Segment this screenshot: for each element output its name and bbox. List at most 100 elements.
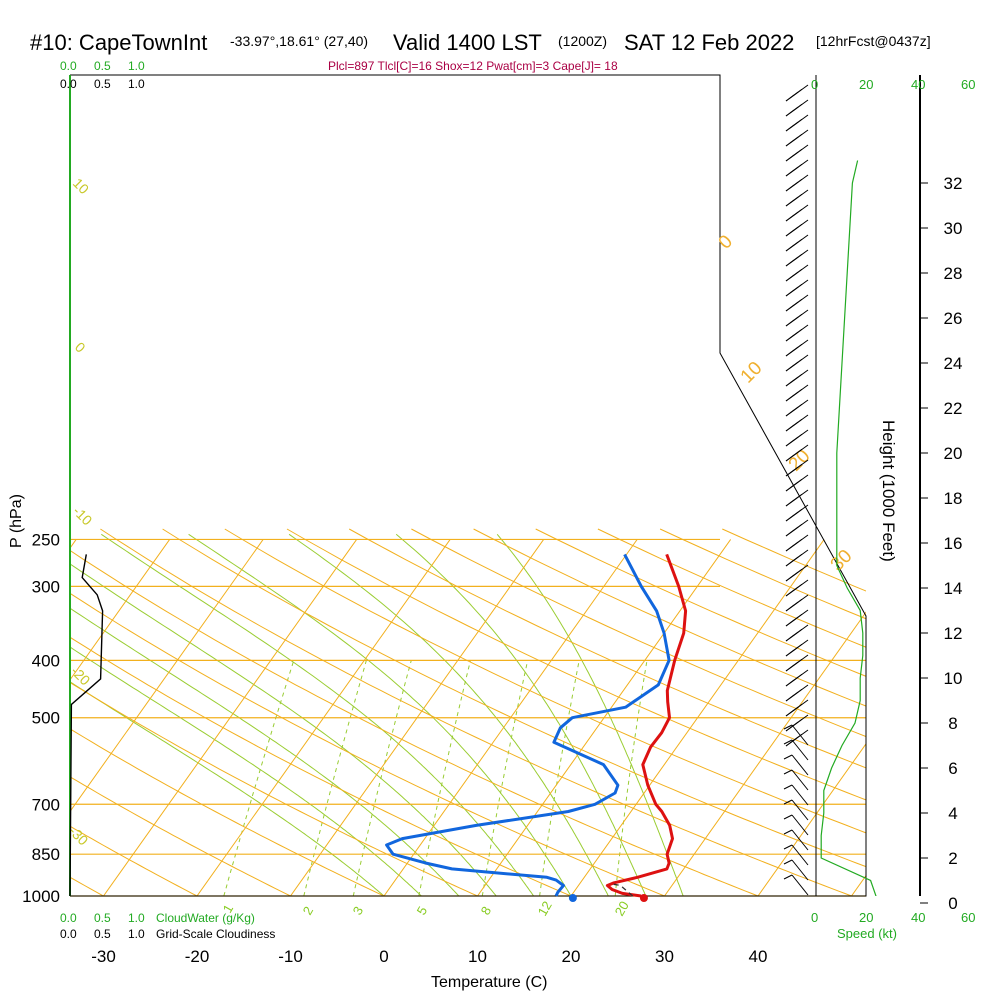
wind-barb-flag (793, 358, 803, 366)
dry-adiabat-line (411, 528, 866, 738)
pressure-tick-label: 500 (32, 709, 60, 728)
wind-barb-flag (793, 133, 803, 141)
wind-barb-flag (783, 844, 793, 850)
wind-barb-staff (791, 829, 809, 851)
height-tick-label: 2 (948, 849, 957, 868)
wind-barb-flag (793, 598, 803, 606)
utc-time: (1200Z) (558, 33, 607, 49)
moist-adiabat-line (101, 533, 535, 896)
isobar-lines (70, 538, 866, 897)
height-tick-label: 24 (944, 354, 963, 373)
temperature-tick-label: 0 (379, 947, 388, 966)
dry-adiabat-label: -10 (70, 503, 96, 529)
surface-temperature-dot (639, 894, 648, 902)
speed-bottom-60: 60 (961, 910, 975, 925)
dry-adiabat-line (70, 776, 292, 896)
dry-adiabat-line (597, 528, 866, 648)
isotherm-label: 20 (785, 446, 815, 476)
temperature-tick-label: -10 (278, 947, 303, 966)
isotherm-line (757, 743, 866, 896)
height-tick-label: 18 (944, 489, 963, 508)
height-tick-label: 22 (944, 399, 963, 418)
mixing-ratio-line (418, 660, 471, 896)
cloud-scale-bottom: 0.0 0.5 1.0 CloudWater (g/Kg) 0.0 0.5 1.… (60, 911, 275, 941)
dry-adiabat-lines (0, 528, 866, 909)
height-tick-label: 10 (944, 669, 963, 688)
wind-barb-staff (791, 784, 809, 806)
height-tick-label: 4 (948, 804, 957, 823)
wind-barb-flag (793, 688, 803, 696)
station-coords: -33.97°,18.61° (27,40) (230, 33, 368, 49)
dry-adiabat-line (286, 528, 866, 801)
speed-bottom-40: 40 (911, 910, 925, 925)
moist-adiabat-line (70, 646, 422, 896)
temperature-tick-label: 10 (468, 947, 487, 966)
wind-barb-staff (791, 844, 809, 866)
height-tick-label: 16 (944, 534, 963, 553)
height-tick-label: 12 (944, 624, 963, 643)
wind-barb-flag (793, 463, 803, 471)
pressure-tick-label: 1000 (22, 887, 60, 906)
wind-barb-flag (793, 493, 803, 501)
pressure-tick-label: 300 (32, 577, 60, 596)
wind-barb-flag (793, 613, 803, 621)
cloudwater-label: CloudWater (g/Kg) (156, 911, 255, 925)
height-tick-label: 26 (944, 309, 963, 328)
wind-barb-flag (783, 799, 793, 805)
temperature-tick-label: -20 (185, 947, 210, 966)
temperature-axis: -30 -20 -10 0 10 20 30 40 (91, 947, 767, 966)
wind-barb-flag (793, 283, 803, 291)
cloud-scale-bottom-green-1: 0.5 (94, 911, 111, 925)
cloud-scale-bottom-black-2: 1.0 (128, 927, 145, 941)
mixing-ratio-line (303, 660, 367, 896)
wind-barb-flag (793, 658, 803, 666)
isotherm-line (851, 874, 866, 896)
dry-adiabat-line (0, 529, 32, 909)
pressure-tick-label: 250 (32, 530, 60, 549)
wind-barb-flag (793, 553, 803, 561)
mixing-ratio-label: 2 (300, 904, 317, 918)
wind-barb-staff (791, 724, 809, 746)
temperature-tick-label: -30 (91, 947, 116, 966)
wind-barb-flag (793, 178, 803, 186)
temperature-tick-label: 20 (562, 947, 581, 966)
dry-adiabat-line (535, 528, 866, 677)
wind-barb-staff (791, 814, 809, 836)
wind-barb-flag (793, 373, 803, 381)
isotherm-label: 0 (715, 231, 737, 253)
mixing-ratio-line (223, 660, 295, 896)
wind-speed-line (820, 160, 877, 896)
wind-barb-flag (793, 103, 803, 111)
cloud-scale-top-green-2: 1.0 (128, 59, 145, 73)
wind-barb-flag (783, 859, 793, 865)
dry-adiabat-line (100, 528, 853, 896)
cloud-scale-top-black-0: 0.0 (60, 77, 77, 91)
dry-adiabat-label: 10 (70, 175, 92, 197)
cloud-scale-bottom-black-1: 0.5 (94, 927, 111, 941)
speed-top-0: 0 (811, 77, 818, 92)
wind-barb-flag (793, 628, 803, 636)
wind-barb-flag (793, 643, 803, 651)
isotherm-label: 30 (827, 546, 857, 576)
moist-adiabat-line (288, 533, 609, 896)
wind-barb-flag (783, 754, 793, 760)
dry-adiabat-line (70, 636, 573, 896)
wind-barbs (783, 84, 809, 896)
wind-barb-flag (793, 718, 803, 726)
dry-adiabat-line (162, 528, 866, 868)
isotherm-line (70, 539, 171, 681)
height-tick-label: 14 (944, 579, 963, 598)
wind-barb-flag (793, 448, 803, 456)
isotherm-label: 10 (737, 358, 767, 388)
cloudiness-line (69, 554, 104, 897)
speed-bottom-0: 0 (811, 910, 818, 925)
dry-adiabat-line (70, 825, 199, 896)
wind-barb-flag (793, 538, 803, 546)
height-tick-label: 30 (944, 219, 963, 238)
pressure-axis: 250 300 400 500 700 850 1000 (22, 530, 60, 906)
mixing-ratio-line (352, 660, 412, 896)
cloud-scale-top-green-1: 0.5 (94, 59, 111, 73)
speed-axis-label: Speed (kt) (837, 926, 897, 941)
cloud-scale-bottom-green-0: 0.0 (60, 911, 77, 925)
